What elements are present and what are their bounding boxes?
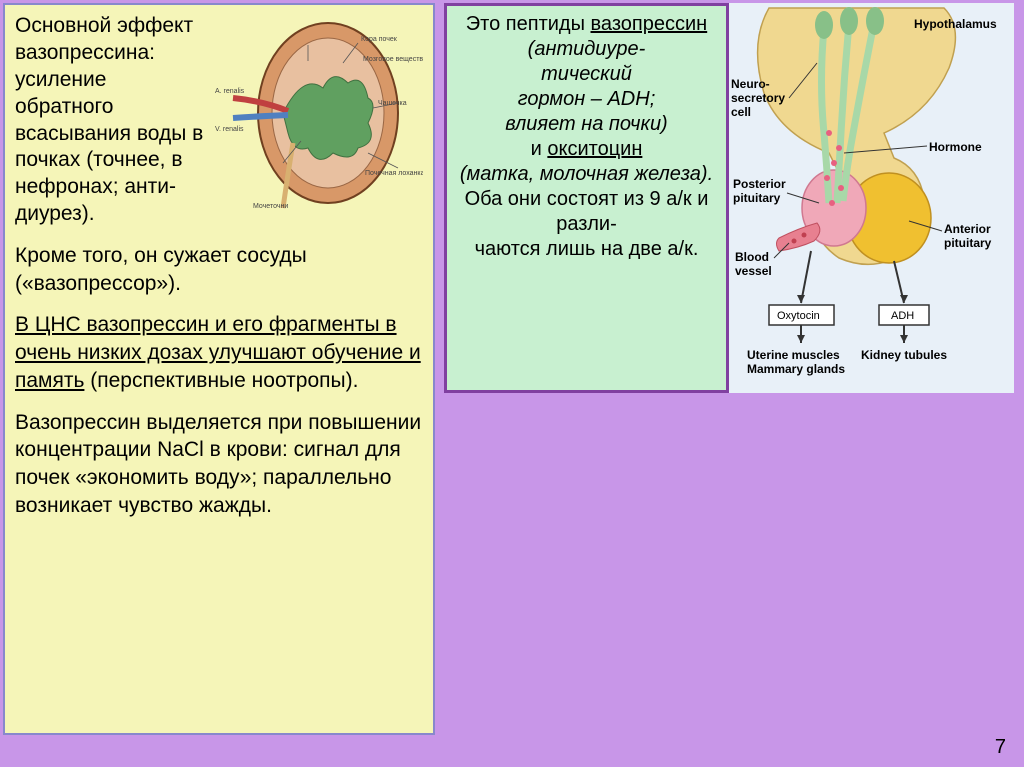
dl-mammary: Mammary glands bbox=[747, 362, 845, 376]
g-l6: влияет на почки) bbox=[505, 113, 667, 135]
g-l11: чаются лишь на две а/к. bbox=[475, 238, 699, 260]
page-number: 7 bbox=[995, 736, 1006, 759]
intro-paragraph: Основной эффект вазопрессина: усиление о… bbox=[15, 13, 207, 228]
g-l3: (антидиуре- bbox=[528, 38, 646, 60]
g-l10: Оба они состоят из 9 а/к и разли- bbox=[465, 188, 709, 235]
dl-hypothalamus: Hypothalamus bbox=[914, 17, 997, 31]
paragraph-vasopressor: Кроме того, он сужает сосуды («вазопресс… bbox=[15, 242, 423, 297]
dl-adh: ADH bbox=[891, 310, 914, 322]
dl-blood2: vessel bbox=[735, 264, 772, 278]
dl-oxytocin: Oxytocin bbox=[777, 310, 820, 322]
g-l5: гормон – ADH; bbox=[518, 88, 656, 110]
kidney-diagram: Кора почек Мозговое вещество почек Чашеч… bbox=[213, 13, 423, 213]
label-ureter: Мочеточни bbox=[253, 203, 288, 210]
label-cortex: Кора почек bbox=[361, 36, 398, 43]
dl-neuro3: cell bbox=[731, 105, 751, 119]
g-l9: (матка, молочная железа). bbox=[460, 163, 713, 185]
label-artery: A. renalis bbox=[215, 88, 245, 95]
label-medulla: Мозговое вещество почек bbox=[363, 56, 423, 63]
paragraph-cns: В ЦНС вазопрессин и его фрагменты в очен… bbox=[15, 311, 423, 394]
top-row: Основной эффект вазопрессина: усиление о… bbox=[15, 13, 423, 228]
g-l1: Это пептиды bbox=[466, 13, 591, 35]
dl-uterine: Uterine muscles bbox=[747, 348, 840, 362]
g-l4: тический bbox=[541, 63, 632, 85]
paragraph-nacl: Вазопрессин выделяется при повышении кон… bbox=[15, 409, 423, 520]
dl-post1: Posterior bbox=[733, 177, 786, 191]
g-l7: и bbox=[531, 138, 548, 160]
dl-ant2: pituitary bbox=[944, 236, 992, 250]
dl-neuro1: Neuro- bbox=[731, 77, 770, 91]
green-box: Это пептиды вазопрессин (антидиуре- тиче… bbox=[444, 3, 729, 393]
g-oxytocin: окситоцин bbox=[547, 138, 642, 160]
dl-ant1: Anterior bbox=[944, 222, 991, 236]
cns-tail: (перспективные ноотропы). bbox=[84, 369, 358, 392]
pituitary-diagram: Hypothalamus Neuro- secretory cell Hormo… bbox=[729, 3, 1014, 393]
g-vasopressin: вазопрессин bbox=[591, 13, 708, 35]
dl-post2: pituitary bbox=[733, 191, 781, 205]
left-panel: Основной эффект вазопрессина: усиление о… bbox=[3, 3, 435, 735]
right-top: Это пептиды вазопрессин (антидиуре- тиче… bbox=[444, 3, 1020, 399]
label-vein: V. renalis bbox=[215, 126, 244, 133]
dl-neuro2: secretory bbox=[731, 91, 785, 105]
label-pelvis: Почечная лоханка bbox=[365, 170, 423, 177]
label-calyx: Чашечка bbox=[378, 100, 407, 107]
dl-blood1: Blood bbox=[735, 250, 769, 264]
dl-hormone: Hormone bbox=[929, 140, 982, 154]
dl-kidney: Kidney tubules bbox=[861, 348, 947, 362]
